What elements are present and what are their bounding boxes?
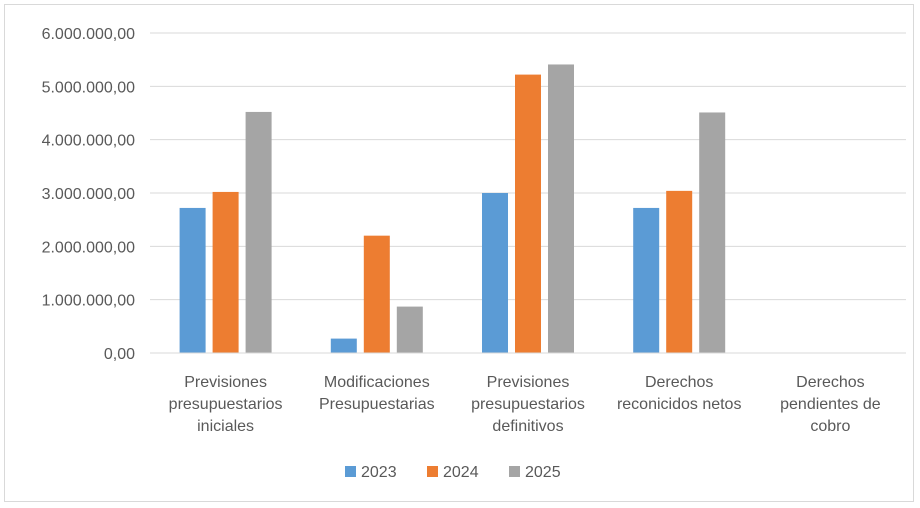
y-tick-label: 4.000.000,00 — [42, 133, 136, 150]
legend-label: 2025 — [525, 464, 561, 481]
x-category-label: Derechos reconicidos netos — [617, 374, 742, 413]
legend-label: 2023 — [361, 464, 397, 481]
x-category-label: Derechos pendientes de cobro — [780, 374, 881, 435]
y-tick-label: 6.000.000,00 — [42, 26, 136, 43]
x-category-label-line: Modificaciones — [324, 374, 430, 391]
x-category-label-line: Presupuestarias — [319, 396, 435, 413]
x-category-label-line: iniciales — [197, 418, 254, 435]
bar-2025-1 — [396, 306, 423, 353]
bar-2025-0 — [245, 111, 272, 353]
x-category-label-line: Previsiones — [487, 374, 570, 391]
y-tick-label: 3.000.000,00 — [42, 186, 136, 203]
bar-2023-1 — [330, 338, 357, 353]
x-category-label-line: reconicidos netos — [617, 396, 742, 413]
bar-2025-3 — [699, 112, 726, 353]
bar-2024-0 — [212, 191, 239, 353]
x-category-label: Previsiones presupuestarios iniciales — [169, 374, 283, 435]
y-tick-label: 0,00 — [104, 346, 135, 363]
legend-label: 2024 — [443, 464, 479, 481]
bar-2023-3 — [633, 207, 660, 353]
bar-2024-2 — [515, 74, 541, 353]
y-tick-label: 2.000.000,00 — [42, 239, 136, 256]
legend-swatch-2023 — [345, 466, 356, 477]
bar-2024-3 — [666, 190, 693, 353]
x-category-label: Modificaciones Presupuestarias — [319, 374, 435, 413]
x-category-label-line: pendientes de — [780, 396, 881, 413]
bar-2025-2 — [548, 64, 574, 353]
legend-swatch-2025 — [509, 466, 520, 477]
bar-2023-0 — [179, 207, 206, 353]
x-category-label-line: presupuestarios — [169, 396, 283, 413]
x-category-label: Previsiones presupuestarios definitivos — [471, 374, 585, 435]
legend-swatch-2024 — [427, 466, 438, 477]
x-category-label-line: definitivos — [492, 418, 563, 435]
bar-2024-1 — [363, 235, 390, 353]
x-category-label-line: Derechos — [645, 374, 713, 391]
bar-2023-2 — [482, 193, 508, 353]
x-category-label-line: cobro — [810, 418, 850, 435]
y-tick-label: 5.000.000,00 — [42, 79, 136, 96]
x-category-label-line: presupuestarios — [471, 396, 585, 413]
x-category-label-line: Derechos — [796, 374, 864, 391]
chart-frame — [4, 4, 914, 502]
x-category-label-line: Previsiones — [184, 374, 267, 391]
y-tick-label: 1.000.000,00 — [42, 293, 136, 310]
